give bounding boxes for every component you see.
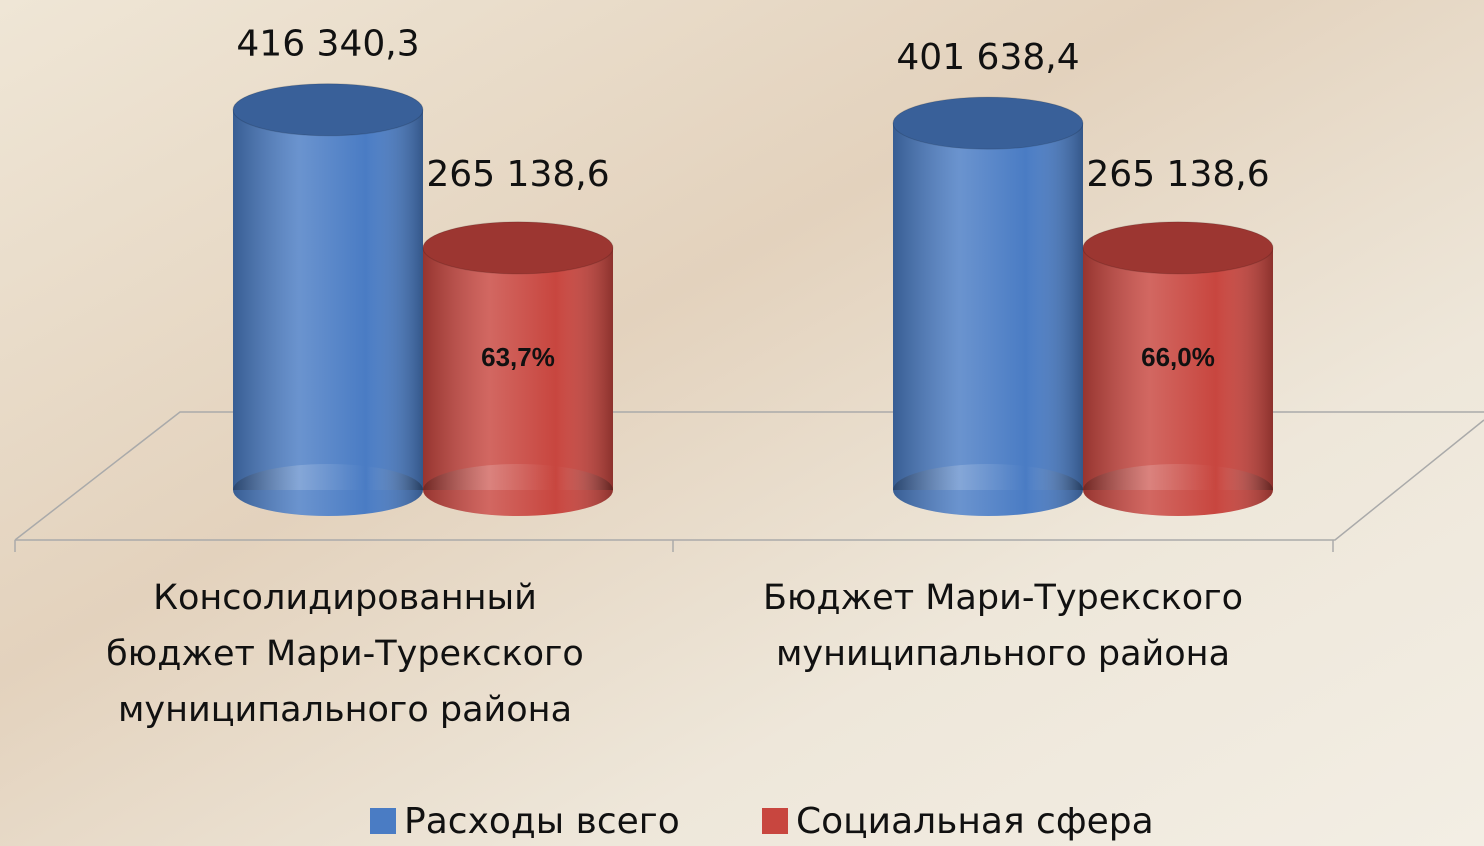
bar: [1082, 221, 1274, 516]
bar-top: [1082, 221, 1274, 275]
bar-top-shade: [893, 97, 1083, 150]
legend-swatch: [762, 808, 788, 834]
x-tick-label: Бюджет Мари-Турекского муниципального ра…: [762, 578, 1244, 674]
inner-label: 63,7%: [481, 342, 555, 372]
bar-body-shade: [233, 109, 423, 490]
bar: [232, 83, 424, 516]
bar: [422, 221, 614, 516]
x-tick-label: Консолидированный бюджет Мари-Турекского…: [106, 578, 584, 730]
bar: [892, 96, 1084, 516]
value-label: 401 638,4: [896, 37, 1079, 78]
bar-top: [422, 221, 614, 275]
bar-top: [232, 83, 424, 137]
value-label: 265 138,6: [1086, 154, 1269, 195]
bar-body-shade: [423, 247, 613, 490]
legend-label: Социальная сфера: [796, 801, 1154, 842]
bar-top-shade: [1083, 221, 1273, 274]
value-label: 265 138,6: [426, 154, 609, 195]
bar-top-shade: [233, 83, 423, 136]
bar-top-shade: [423, 221, 613, 274]
bar-body-shade: [1083, 247, 1273, 490]
value-label: 416 340,3: [236, 24, 419, 65]
legend-label: Расходы всего: [404, 801, 680, 842]
bar-top: [892, 96, 1084, 150]
legend-swatch: [370, 808, 396, 834]
inner-label: 66,0%: [1141, 342, 1215, 372]
bar-body-shade: [893, 123, 1083, 490]
